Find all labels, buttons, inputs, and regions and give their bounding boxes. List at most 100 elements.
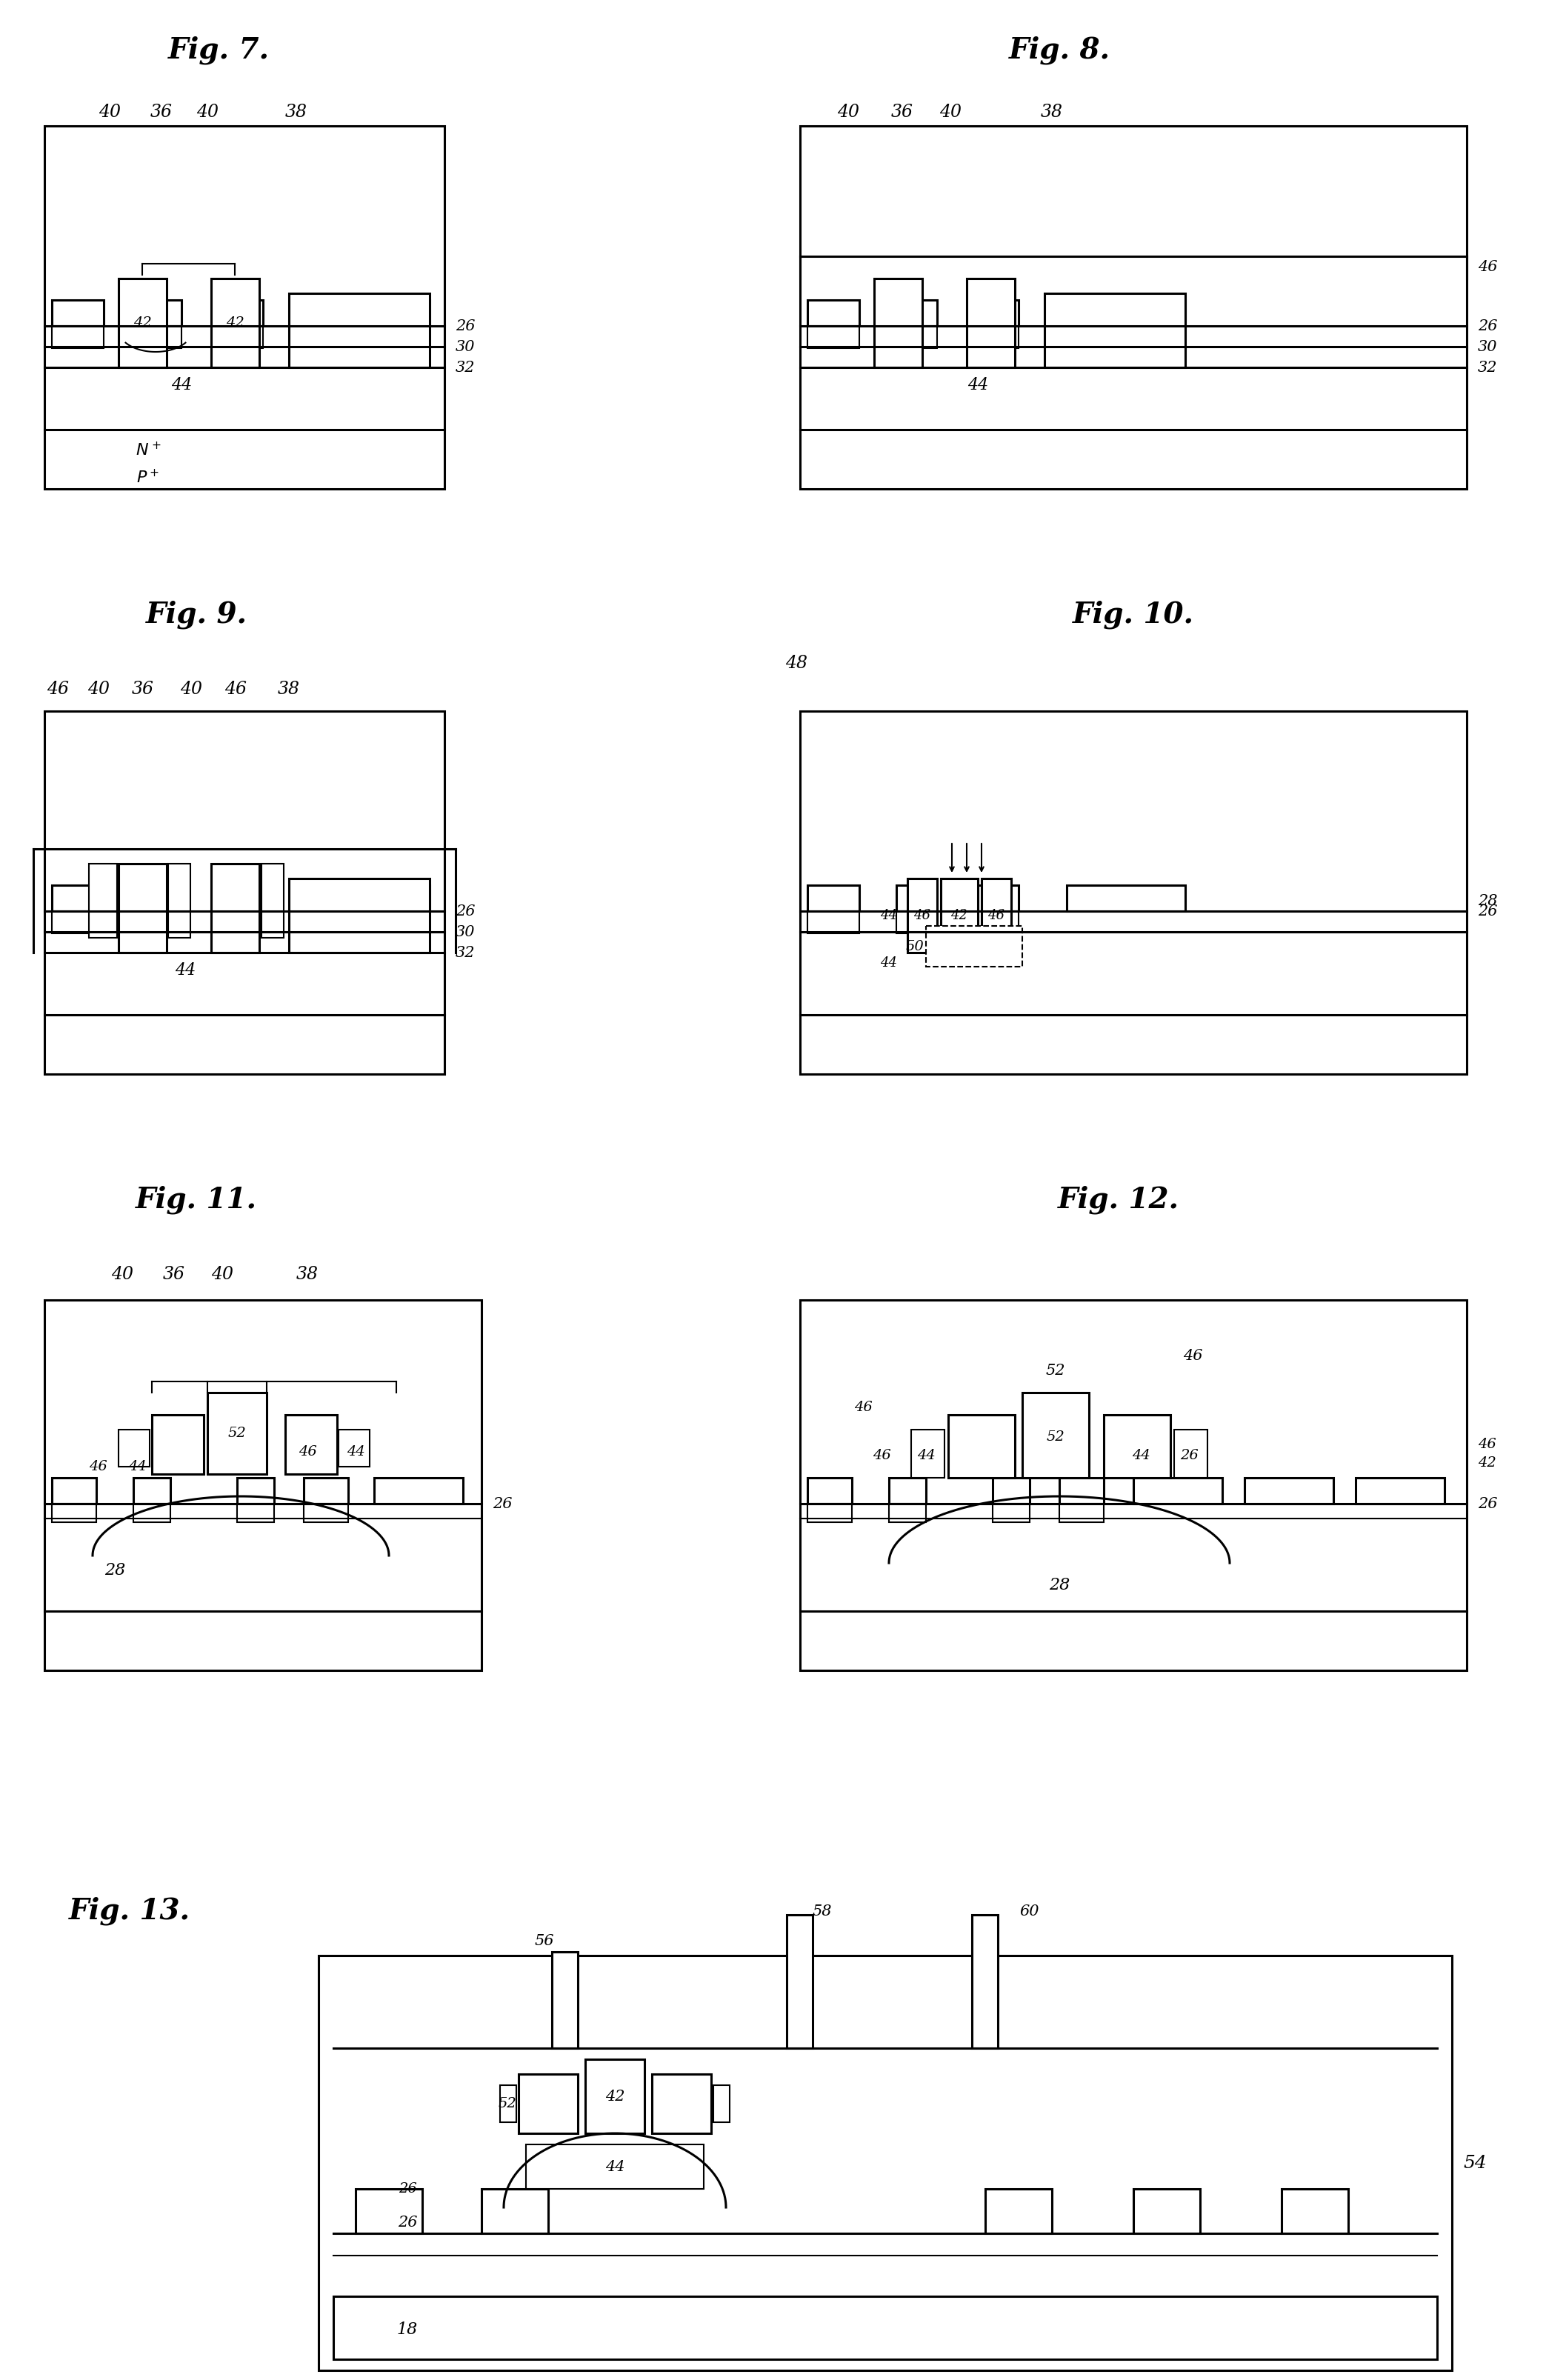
Bar [807,1504,852,1523]
Bar [141,885,181,912]
Text: 40: 40 [111,1266,133,1283]
Text: 40: 40 [196,105,218,121]
Bar [141,300,181,326]
Text: 52: 52 [1047,1430,1065,1445]
Bar [897,326,937,347]
Text: 26: 26 [493,1497,512,1511]
Text: 46: 46 [88,1459,107,1473]
Text: 52: 52 [1045,1364,1065,1378]
Text: 44: 44 [172,376,192,393]
Text: 42: 42 [133,317,152,328]
Bar [1067,300,1186,326]
Bar [45,712,444,1073]
Bar [223,912,263,933]
Bar [223,300,263,326]
Text: 40: 40 [179,681,203,697]
Text: 40: 40 [88,681,110,697]
Text: 26: 26 [1478,319,1498,333]
Bar [212,864,260,952]
Bar [652,2073,711,2132]
Bar [807,885,860,912]
Bar [499,2085,516,2123]
Text: 36: 36 [890,105,914,121]
Text: 30: 30 [1478,340,1498,355]
Bar [985,2190,1051,2232]
Bar [119,1430,150,1466]
Bar [212,278,260,367]
Bar [926,926,1022,966]
Text: 26: 26 [1478,904,1498,919]
Text: 46: 46 [224,681,247,697]
Text: 28: 28 [1048,1578,1070,1592]
Bar [169,864,190,938]
Bar [119,278,167,367]
Text: 38: 38 [297,1266,318,1283]
Text: 32: 32 [456,945,475,959]
Bar [374,1478,462,1504]
Bar [334,2297,1438,2359]
Text: 40: 40 [940,105,962,121]
Bar [1245,1478,1333,1504]
Text: Fig. 9.: Fig. 9. [145,600,247,628]
Bar [889,1478,926,1504]
Bar [1356,1478,1444,1504]
Bar [977,326,1019,347]
Bar [133,1478,170,1504]
Bar [53,300,104,326]
Bar [586,2059,645,2132]
Text: 52: 52 [227,1426,246,1440]
Text: 44: 44 [175,962,196,978]
Bar [911,1430,945,1478]
Bar [356,2190,422,2232]
Text: 50: 50 [906,940,925,954]
Text: 36: 36 [150,105,173,121]
Text: 26: 26 [456,904,475,919]
Bar [303,1478,348,1504]
Text: 56: 56 [535,1933,555,1947]
Text: 58: 58 [813,1904,832,1918]
Text: 30: 30 [456,926,475,938]
Bar [1067,885,1186,912]
Text: 54: 54 [1463,2154,1487,2171]
Bar [1104,1414,1170,1478]
Text: 46: 46 [914,909,931,921]
Text: 52: 52 [498,2097,516,2111]
Text: 32: 32 [1478,359,1498,374]
Bar [1022,1392,1088,1478]
Text: 26: 26 [1180,1449,1198,1461]
Text: 44: 44 [917,1449,935,1461]
Bar [53,885,104,912]
Bar [53,1478,96,1504]
Text: 26: 26 [397,2216,417,2230]
Bar [966,278,1014,367]
Bar [303,1504,348,1523]
Text: 40: 40 [212,1266,233,1283]
Bar [223,326,263,347]
Bar [207,1392,266,1473]
Text: 42: 42 [1478,1457,1497,1468]
Bar [807,326,860,347]
Text: 44: 44 [880,909,897,921]
Bar [799,712,1467,1073]
Text: 18: 18 [397,2320,417,2337]
Text: $N^+$: $N^+$ [136,443,161,459]
Bar [807,300,860,326]
Bar [318,1956,1452,2370]
Text: 44: 44 [968,376,988,393]
Text: 44: 44 [604,2159,625,2173]
Bar [713,2085,730,2123]
Text: 44: 44 [1132,1449,1150,1461]
Bar [237,1504,274,1523]
Text: 42: 42 [226,317,244,328]
Text: 44: 44 [880,957,897,969]
Bar [1133,2190,1200,2232]
Text: Fig. 11.: Fig. 11. [136,1185,257,1214]
Bar [289,293,430,367]
Bar [977,885,1019,912]
Bar [119,864,167,952]
Text: 46: 46 [872,1449,890,1461]
Bar [889,1504,926,1523]
Text: 46: 46 [46,681,70,697]
Text: Fig. 7.: Fig. 7. [169,36,269,64]
Text: 28: 28 [1478,895,1498,907]
